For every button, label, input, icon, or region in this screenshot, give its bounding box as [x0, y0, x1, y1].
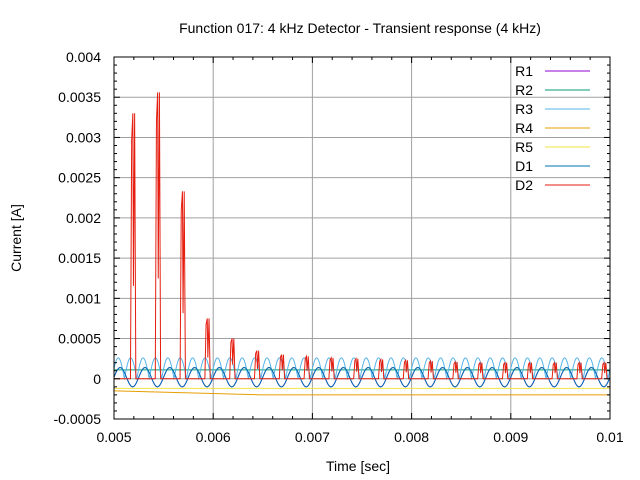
legend-label-r3: R3	[515, 101, 533, 117]
y-tick-label: 0.003	[66, 129, 101, 145]
x-axis-label: Time [sec]	[326, 458, 390, 474]
series-line-d2	[114, 92, 610, 380]
ticks: 0.005 0.006 0.007 0.008 0.009 0.01 -0.0005 0 0.0…	[54, 49, 624, 445]
x-tick-label: 0.009	[493, 429, 528, 445]
legend-label-d2: D2	[515, 177, 533, 193]
x-tick-label: 0.007	[295, 429, 330, 445]
chart-title: Function 017: 4 kHz Detector - Transient…	[179, 20, 541, 36]
y-tick-label: 0	[93, 371, 101, 387]
legend-label-r5: R5	[515, 139, 533, 155]
legend-label-d1: D1	[515, 158, 533, 174]
y-tick-label: 0.002	[66, 210, 101, 226]
x-tick-label: 0.008	[394, 429, 429, 445]
legend-label-r2: R2	[515, 82, 533, 98]
y-tick-label: 0.0005	[58, 331, 101, 347]
x-tick-label: 0.006	[196, 429, 231, 445]
series-line-r4	[113, 390, 610, 396]
x-tick-label: 0.01	[596, 429, 623, 445]
y-tick-label: 0.0015	[58, 250, 101, 266]
y-tick-label: -0.0005	[54, 411, 102, 427]
y-tick-label: 0.0035	[58, 89, 101, 105]
grid	[114, 57, 610, 419]
series-group	[113, 92, 611, 396]
series-line-d1	[113, 367, 611, 388]
y-tick-label: 0.0025	[58, 170, 101, 186]
legend-label-r4: R4	[515, 120, 533, 136]
series-line-r3	[113, 357, 611, 381]
y-axis-label: Current [A]	[8, 204, 24, 272]
legend-label-r1: R1	[515, 63, 533, 79]
legend: R1 R2 R3 R4 R5 D1 D2	[515, 63, 590, 193]
plot-frame	[113, 56, 611, 420]
y-tick-label: 0.004	[66, 49, 101, 65]
y-tick-label: 0.001	[66, 290, 101, 306]
x-tick-label: 0.005	[96, 429, 131, 445]
